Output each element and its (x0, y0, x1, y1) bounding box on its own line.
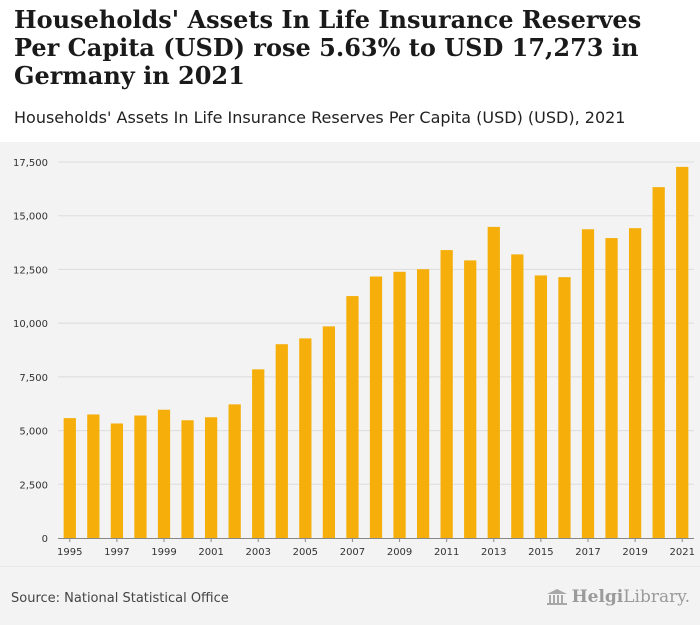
bar-2017[interactable] (581, 229, 595, 538)
bar-2014[interactable] (511, 254, 524, 538)
bar-2003[interactable] (252, 369, 265, 538)
bar-2008[interactable] (369, 276, 383, 538)
y-tick-label: 15,000 (13, 212, 48, 223)
bar-2013[interactable] (487, 226, 500, 538)
x-tick-label: 1995 (57, 547, 82, 558)
y-tick-label: 2,500 (19, 480, 48, 491)
library-building-icon (546, 589, 567, 605)
x-tick-label: 2017 (575, 547, 600, 558)
y-tick-label: 5,000 (19, 427, 48, 438)
source-note: Source: National Statistical Office (11, 591, 229, 606)
y-tick-label: 10,000 (13, 319, 48, 330)
footer: Source: National Statistical Office Helg… (0, 566, 700, 625)
logo-text-bold: Helgi (571, 587, 624, 607)
bar-2000[interactable] (181, 420, 194, 538)
bar-1999[interactable] (157, 409, 171, 538)
bars (63, 166, 689, 538)
x-tick-label: 2011 (434, 547, 459, 558)
y-tick-label: 17,500 (13, 158, 48, 169)
bar-1997[interactable] (110, 423, 124, 538)
bar-2015[interactable] (534, 275, 548, 538)
bar-2018[interactable] (605, 238, 618, 538)
bar-2009[interactable] (393, 271, 406, 538)
logo-text: HelgiLibrary. (572, 587, 690, 607)
bar-1998[interactable] (134, 415, 147, 538)
bar-chart: 0 2,500 5,000 7,500 10,000 12,500 15,000 17,500… (13, 158, 695, 558)
x-tick-label: 2021 (669, 547, 694, 558)
bar-2020[interactable] (652, 187, 665, 538)
chart-title: Households' Assets In Life Insurance Res… (14, 5, 642, 90)
x-tick-label: 2007 (340, 547, 365, 558)
x-tick-label: 2009 (387, 547, 412, 558)
chart-subtitle: Households' Assets In Life Insurance Res… (14, 108, 626, 127)
x-tick-label: 2005 (293, 547, 318, 558)
bar-1995[interactable] (63, 418, 76, 538)
y-tick-label: 7,500 (19, 373, 48, 384)
helgi-library-logo[interactable]: HelgiLibrary. (546, 587, 690, 607)
bar-2021[interactable] (676, 166, 689, 538)
x-tick-label: 1999 (151, 547, 176, 558)
x-tick-label: 2001 (198, 547, 223, 558)
bar-2004[interactable] (275, 344, 288, 538)
x-tick-label: 2015 (528, 547, 553, 558)
x-tick-label: 2013 (481, 547, 506, 558)
x-tick-label: 1997 (104, 547, 129, 558)
x-tick-label: 2019 (622, 547, 647, 558)
bar-2002[interactable] (228, 404, 241, 538)
y-tick-label: 12,500 (13, 265, 48, 276)
bar-2005[interactable] (299, 338, 312, 538)
bar-2001[interactable] (204, 417, 218, 538)
bar-2012[interactable] (464, 260, 477, 538)
plot-area: 0 2,500 5,000 7,500 10,000 12,500 15,000 17,500… (0, 142, 700, 566)
y-tick-label: 0 (42, 534, 48, 545)
bar-2006[interactable] (322, 326, 336, 538)
logo-text-rest: Library. (623, 587, 690, 607)
bar-2007[interactable] (346, 296, 359, 538)
bar-1996[interactable] (87, 414, 100, 538)
bar-2011[interactable] (440, 250, 453, 538)
bar-2019[interactable] (628, 228, 642, 538)
bar-2010[interactable] (416, 269, 430, 538)
bar-2016[interactable] (558, 277, 571, 538)
x-tick-label: 2003 (245, 547, 270, 558)
x-axis-labels: 1995 1997 1999 2001 2003 2005 2007 2009 2011 2013… (57, 538, 695, 558)
y-axis-labels: 0 2,500 5,000 7,500 10,000 12,500 15,000 17,500 (13, 158, 48, 545)
